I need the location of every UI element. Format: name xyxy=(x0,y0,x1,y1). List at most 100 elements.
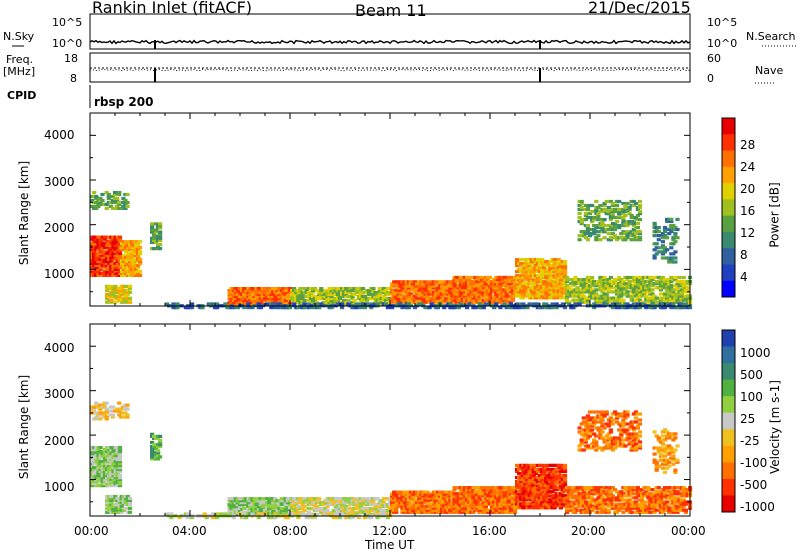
velocity-cell xyxy=(90,450,95,454)
velocity-cell xyxy=(562,465,568,469)
velocity-cell xyxy=(533,471,538,476)
power-cell xyxy=(604,280,609,284)
freq-label: Freq. xyxy=(6,53,34,66)
velocity-cell xyxy=(158,440,163,445)
velocity-cell xyxy=(548,494,553,498)
velocity-cell xyxy=(94,415,99,419)
power-cell xyxy=(554,266,559,270)
power-cell xyxy=(296,294,301,299)
power-cell xyxy=(617,199,622,204)
power-cell xyxy=(356,302,361,306)
velocity-cell xyxy=(369,503,374,507)
velocity-cell xyxy=(105,506,110,510)
velocity-cell xyxy=(542,494,547,498)
power-cell xyxy=(96,237,101,241)
velocity-cell xyxy=(394,502,399,506)
power-cell xyxy=(562,270,568,274)
power-cell xyxy=(517,276,522,280)
power-cell xyxy=(592,296,597,300)
power-cell xyxy=(633,275,638,280)
power-cell xyxy=(128,248,133,252)
power-ytick-4000: 4000 xyxy=(44,128,75,142)
power-cell xyxy=(681,275,686,280)
power-cell xyxy=(104,206,109,210)
power-cell xyxy=(423,286,428,290)
velocity-cb-m100: -100 xyxy=(740,456,768,470)
velocity-cell xyxy=(506,498,511,502)
velocity-cell xyxy=(535,504,540,508)
power-cell xyxy=(602,236,607,240)
velocity-cell xyxy=(117,401,122,405)
power-cell xyxy=(517,280,522,284)
velocity-cell xyxy=(554,471,559,476)
velocity-cell xyxy=(298,505,303,509)
power-cell xyxy=(92,257,97,261)
power-cell xyxy=(227,291,232,295)
power-cell xyxy=(98,200,103,205)
power-cell xyxy=(673,294,678,298)
power-cell xyxy=(231,294,236,299)
velocity-cell xyxy=(244,499,249,503)
power-cell xyxy=(385,292,390,297)
velocity-cell xyxy=(377,505,382,509)
power-cell xyxy=(681,284,686,288)
velocity-cell xyxy=(121,508,126,512)
power-cell xyxy=(652,221,657,225)
power-cell xyxy=(660,256,665,260)
power-cell xyxy=(473,278,478,282)
power-cell xyxy=(633,201,638,206)
velocity-cell xyxy=(358,508,363,513)
nave-tick-top: 60 xyxy=(707,52,721,65)
power-cell xyxy=(244,298,249,303)
power-cell xyxy=(554,306,559,310)
power-cell xyxy=(667,282,672,286)
velocity-cell xyxy=(125,415,130,419)
power-cell xyxy=(535,290,540,294)
velocity-cell xyxy=(125,403,130,407)
power-cell xyxy=(412,294,418,298)
velocity-cell xyxy=(554,502,559,506)
power-cell xyxy=(121,200,126,205)
power-cell xyxy=(150,230,155,234)
power-cell xyxy=(454,278,459,282)
power-cell xyxy=(100,247,105,251)
power-cell xyxy=(360,302,365,306)
power-cell xyxy=(562,306,568,310)
power-cell xyxy=(109,286,114,290)
power-cell xyxy=(592,216,597,220)
power-cell xyxy=(602,224,607,228)
velocity-cell xyxy=(408,510,413,514)
power-cell xyxy=(604,212,609,216)
power-cell xyxy=(529,274,534,278)
power-cell xyxy=(244,300,249,305)
power-cell xyxy=(548,278,553,282)
velocity-cell xyxy=(325,508,330,513)
velocity-cell xyxy=(317,497,322,501)
power-cell xyxy=(531,284,536,288)
power-cell xyxy=(652,298,657,302)
power-cell xyxy=(200,306,205,310)
power-cell xyxy=(646,286,651,290)
power-cell xyxy=(535,276,540,280)
power-cell xyxy=(308,306,313,310)
power-cell xyxy=(494,302,499,306)
power-cell xyxy=(115,204,120,208)
power-cell xyxy=(425,294,430,298)
power-cell xyxy=(479,275,484,280)
velocity-cell xyxy=(92,470,97,474)
velocity-cell xyxy=(375,497,380,501)
velocity-cell xyxy=(117,409,122,413)
power-cell xyxy=(623,207,628,212)
power-cell xyxy=(519,292,524,296)
power-cell xyxy=(529,258,534,262)
power-cell xyxy=(136,271,141,275)
velocity-cell xyxy=(117,454,123,458)
power-cell xyxy=(246,296,251,301)
power-cell xyxy=(308,292,313,297)
power-cell xyxy=(498,278,503,282)
velocity-cell xyxy=(517,498,522,502)
power-cell xyxy=(625,286,630,290)
power-cell xyxy=(508,275,513,280)
power-cell xyxy=(560,288,565,292)
power-cell xyxy=(371,289,376,293)
